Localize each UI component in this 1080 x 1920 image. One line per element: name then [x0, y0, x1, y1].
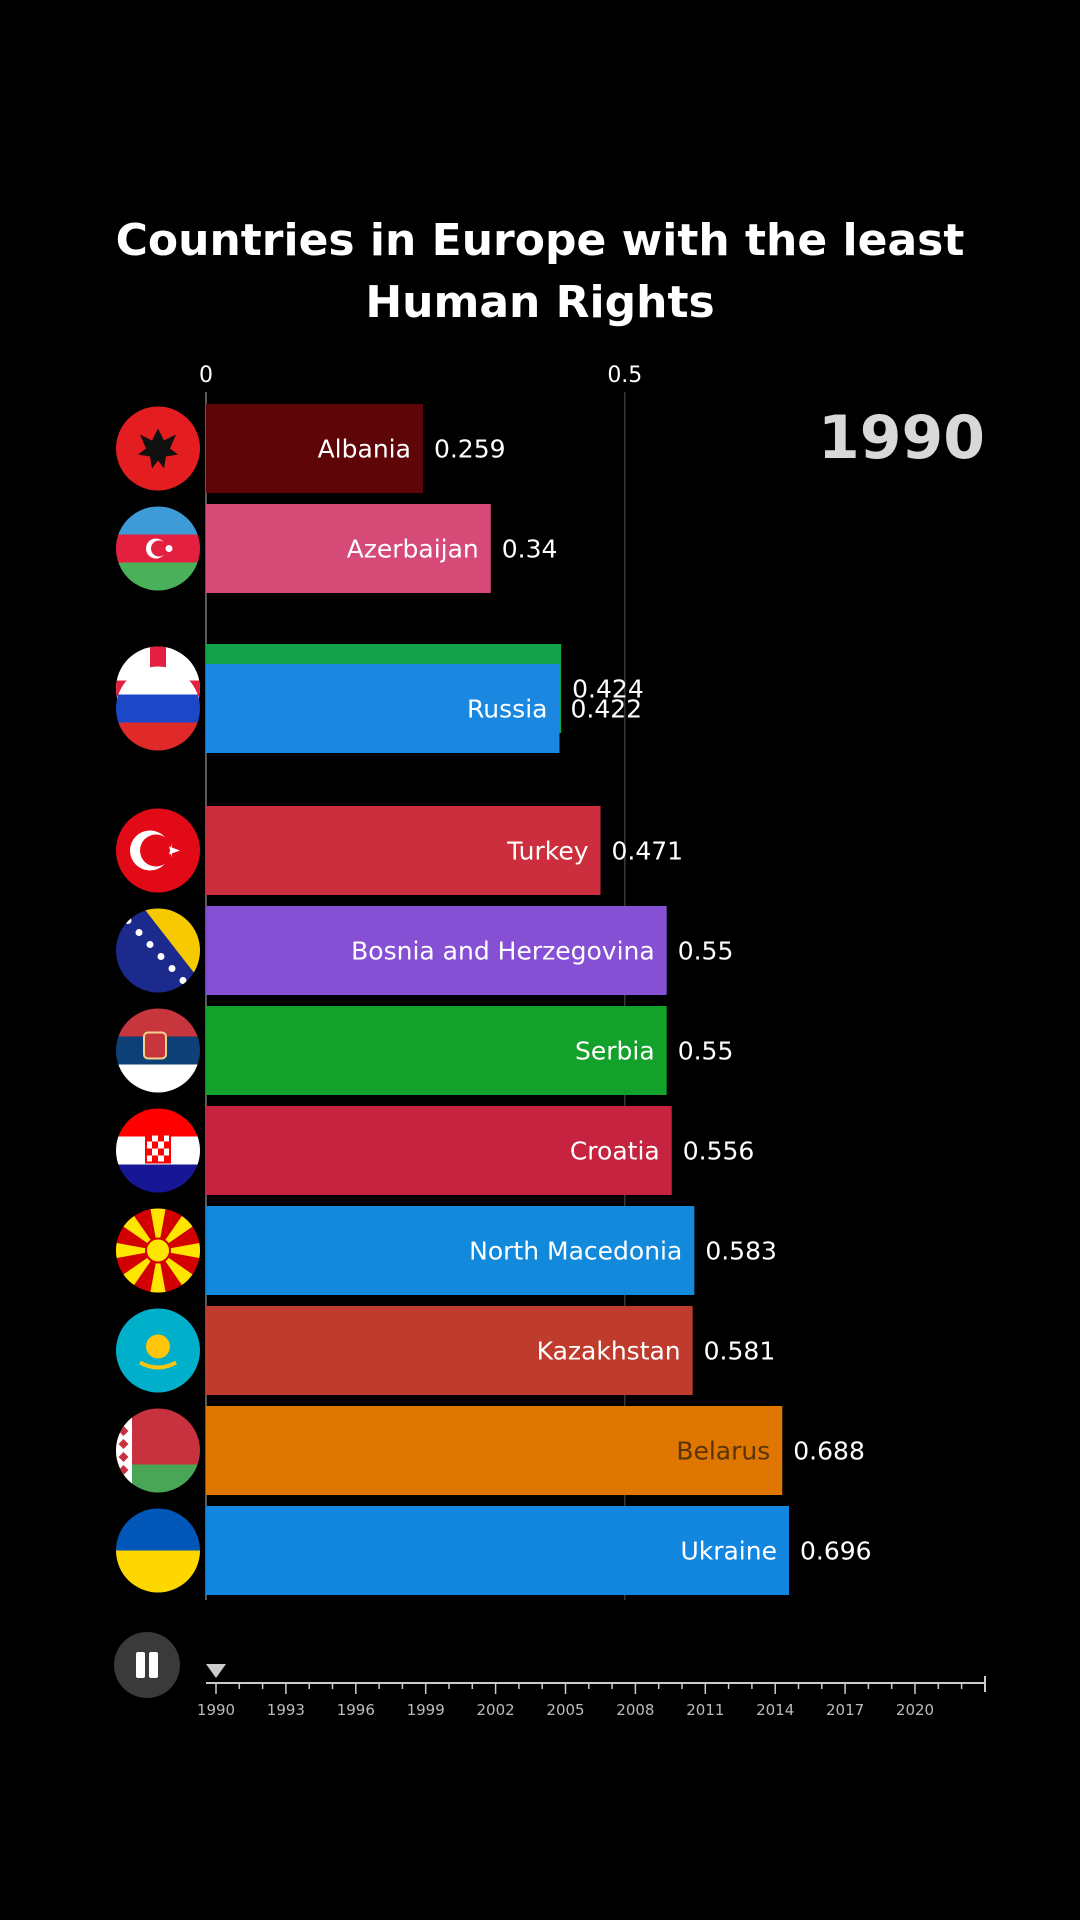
bar-value-label: 0.581: [704, 1337, 776, 1366]
timeline-playhead[interactable]: [206, 1664, 226, 1678]
x-tick-label: 0: [199, 363, 213, 388]
serbia-flag-icon: [116, 1008, 200, 1093]
bar-serbia: [206, 1006, 667, 1095]
timeline-tick-label: 2017: [826, 1701, 864, 1719]
kazakhstan-flag-icon: [116, 1308, 200, 1393]
bar-value-label: 0.696: [800, 1537, 872, 1566]
bar-value-label: 0.424: [572, 675, 644, 704]
ukraine-flag-icon: [116, 1508, 200, 1593]
bar-category-label: Belarus: [676, 1437, 770, 1466]
bar-value-label: 0.259: [434, 435, 506, 464]
timeline-tick-label: 2002: [477, 1701, 515, 1719]
bar-value-label: 0.688: [793, 1437, 865, 1466]
timeline-tick-label: 1999: [407, 1701, 445, 1719]
bar-labels: Albania 0.259 Azerbaijan 0.34 Georgia 0.424 Ru…: [318, 435, 872, 1566]
bar-ukraine: [206, 1506, 789, 1595]
russia-flag-icon: [116, 666, 200, 751]
bosnia-flag-icon: [116, 908, 200, 993]
bar-category-label: Russia: [467, 695, 547, 724]
timeline[interactable]: 1990 1993 1996 1999 2002 2005 2008 2011 2014 2017…: [197, 1664, 986, 1719]
bar-category-label: Kazakhstan: [537, 1337, 681, 1366]
bar-category-label: Albania: [318, 435, 411, 464]
chart-title: Countries in Europe with the least Human…: [90, 210, 990, 334]
timeline-tick-label: 1993: [267, 1701, 305, 1719]
timeline-tick-label: 2011: [686, 1701, 724, 1719]
belarus-flag-icon: [116, 1408, 200, 1493]
bar-value-label: 0.556: [683, 1137, 755, 1166]
north-macedonia-flag-icon: [116, 1208, 200, 1293]
bar-category-label: Azerbaijan: [347, 535, 479, 564]
title-line-2: Human Rights: [365, 277, 715, 328]
bar-azerbaijan: [206, 504, 491, 593]
bar-north-macedonia: [206, 1206, 695, 1295]
timeline-tick-label: 2014: [756, 1701, 794, 1719]
bar-category-label: Serbia: [575, 1037, 655, 1066]
turkey-flag-icon: [116, 808, 200, 893]
bar-value-label: 0.422: [570, 695, 642, 724]
pause-button[interactable]: [114, 1632, 180, 1698]
bar-category-label: Croatia: [570, 1137, 660, 1166]
azerbaijan-flag-icon: [116, 506, 200, 591]
bars: [206, 404, 789, 1595]
timeline-tick-label: 2008: [616, 1701, 654, 1719]
flags: [116, 406, 200, 1593]
bar-turkey: [206, 806, 601, 895]
bar-belarus: [206, 1406, 783, 1495]
grid: [205, 392, 626, 1600]
bar-value-label: 0.55: [678, 937, 734, 966]
bar-russia: [206, 664, 560, 753]
bar-category-label: Georgia: [451, 675, 549, 704]
croatia-flag-icon: [116, 1108, 200, 1193]
bar-kazakhstan: [206, 1306, 693, 1395]
bar-category-label: Turkey: [506, 837, 589, 866]
bar-value-label: 0.471: [612, 837, 684, 866]
timeline-tick-label: 1990: [197, 1701, 235, 1719]
bar-albania: [206, 404, 423, 493]
bar-category-label: North Macedonia: [469, 1237, 682, 1266]
bar-category-label: Bosnia and Herzegovina: [351, 937, 655, 966]
title-line-1: Countries in Europe with the least: [115, 215, 965, 266]
bar-croatia: [206, 1106, 672, 1195]
bar-value-label: 0.583: [705, 1237, 777, 1266]
timeline-tick-label: 2005: [546, 1701, 584, 1719]
bar-category-label: Ukraine: [680, 1537, 777, 1566]
current-year-label: 1990: [818, 403, 985, 473]
bar-value-label: 0.55: [678, 1037, 734, 1066]
albania-flag-icon: [116, 406, 200, 491]
timeline-tick-label: 1996: [337, 1701, 375, 1719]
bar-bosnia-and-herzegovina: [206, 906, 667, 995]
pause-icon-bar: [149, 1652, 158, 1678]
timeline-tick-label: 2020: [896, 1701, 934, 1719]
pause-icon: [136, 1652, 145, 1678]
bar-value-label: 0.34: [502, 535, 558, 564]
x-tick-label: 0.5: [607, 363, 642, 388]
x-axis: 0 0.5: [199, 363, 642, 388]
